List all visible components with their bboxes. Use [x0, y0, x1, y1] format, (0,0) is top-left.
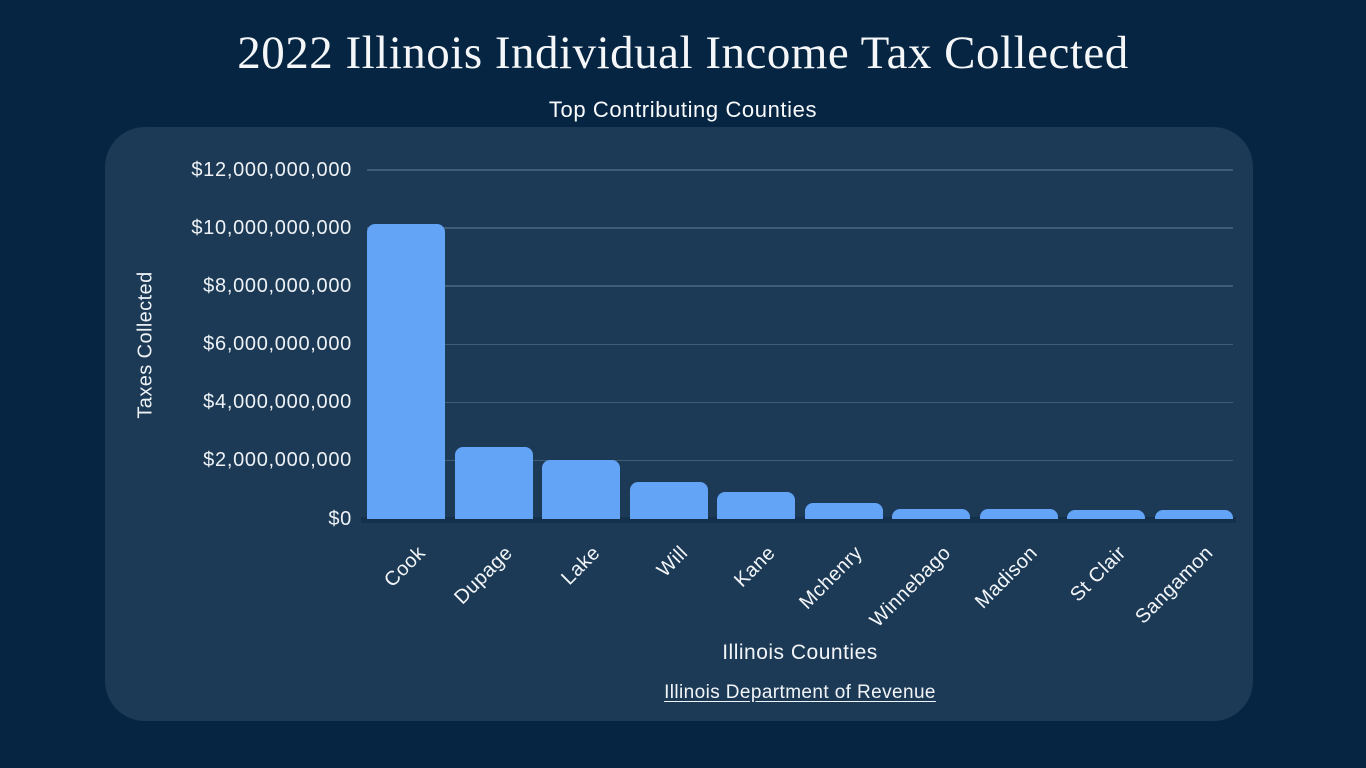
chart-title: 2022 Illinois Individual Income Tax Coll…	[237, 27, 1129, 79]
bar-lake	[542, 460, 621, 519]
gridline	[367, 285, 1233, 287]
y-tick-label: $10,000,000,000	[191, 217, 352, 240]
bar-group	[367, 170, 1233, 519]
x-axis-line	[361, 517, 1236, 523]
gridline	[367, 401, 1233, 404]
y-tick-label: $12,000,000,000	[191, 159, 352, 181]
y-tick-label: $0	[328, 507, 352, 530]
x-axis-label: Illinois Counties	[722, 641, 878, 664]
chart-subtitle: Top Contributing Counties	[548, 97, 818, 122]
gridline	[367, 459, 1233, 462]
y-tick-label: $6,000,000,000	[203, 333, 352, 356]
bar-winnebago	[892, 509, 971, 519]
source-link[interactable]: Illinois Department of Revenue	[664, 682, 936, 703]
gridline	[367, 169, 1233, 171]
bar-sangamon	[1154, 509, 1233, 519]
y-tick-label: $4,000,000,000	[203, 391, 352, 414]
gridline	[367, 343, 1233, 345]
bar-madison	[979, 508, 1058, 519]
bar-dupage	[454, 447, 533, 519]
y-tick-label: $2,000,000,000	[203, 449, 352, 472]
bar-st-clair	[1067, 510, 1146, 519]
bar-cook	[367, 223, 445, 519]
bar-mchenry	[804, 502, 883, 519]
source-row: Illinois Department of Revenue	[367, 682, 1233, 704]
gridline	[367, 227, 1233, 229]
y-tick-label: $8,000,000,000	[203, 275, 352, 298]
bar-kane	[717, 492, 796, 519]
bar-will	[629, 482, 708, 519]
chart-panel: Taxes Collected $0 $2,000,000,000 $4,000,0…	[105, 127, 1253, 721]
